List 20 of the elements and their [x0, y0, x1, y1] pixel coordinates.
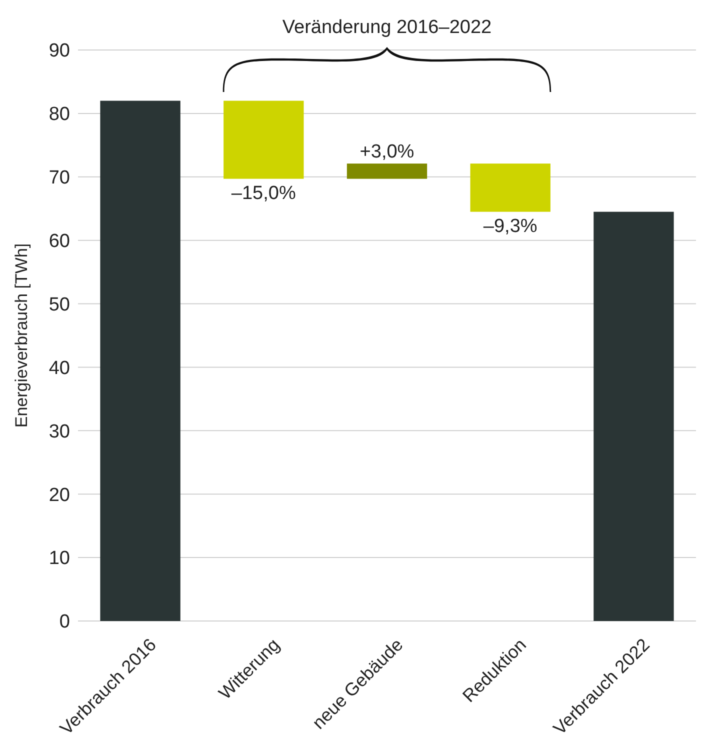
y-tick-label: 90	[48, 40, 70, 62]
annotation: –9,3%	[483, 216, 538, 237]
y-tick-label: 10	[48, 548, 70, 570]
y-tick-label: 40	[48, 358, 70, 379]
y-tick-label: 50	[48, 294, 70, 316]
bar	[224, 100, 304, 179]
bar	[594, 212, 674, 621]
bar	[470, 164, 550, 212]
text: Veränderung 2016–2022	[282, 17, 492, 38]
y-tick-label: 60	[48, 230, 70, 252]
annotation: –15,0%	[231, 182, 296, 204]
bar	[100, 100, 180, 621]
y-axis-title: Energieverbrauch [TWh]	[12, 243, 31, 428]
y-tick-label: 80	[48, 104, 70, 126]
annotation: +3,0%	[360, 142, 414, 163]
y-tick-label: 30	[48, 421, 70, 442]
bar	[346, 164, 428, 179]
y-tick-label: 20	[48, 484, 70, 506]
y-tick-label: 0	[59, 612, 70, 633]
y-tick-label: 70	[48, 168, 70, 189]
